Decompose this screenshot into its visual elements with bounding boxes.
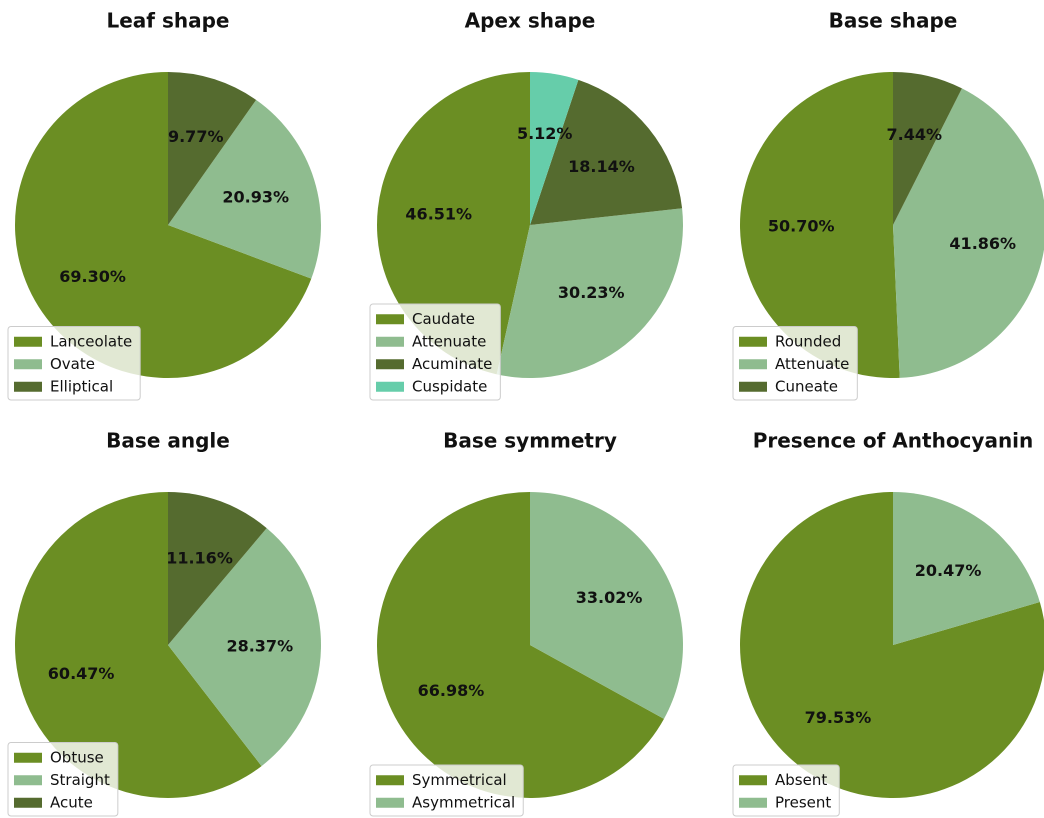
legend-swatch — [376, 336, 404, 347]
legend-swatch — [376, 314, 404, 325]
data-label: 20.47% — [915, 561, 982, 580]
legend — [369, 764, 524, 817]
pie-slice — [893, 492, 1040, 645]
legend-swatch — [14, 359, 42, 370]
pie-slice — [530, 72, 579, 225]
pie-slice — [530, 79, 683, 225]
data-label: 7.44% — [887, 125, 943, 144]
pie-slice — [14, 492, 262, 798]
legend-swatch — [376, 359, 404, 370]
pie-chart: Apex shape 46.51% 30.23% 18.14% 5.12% Caudate… — [369, 9, 684, 401]
legend-swatch — [376, 775, 404, 786]
data-label: 5.12% — [517, 124, 573, 143]
pie-chart: Leaf shape 69.30% 20.93% 9.77% Lanceolate Ova… — [7, 9, 321, 401]
legend-swatch — [739, 775, 767, 786]
pie-slice — [168, 528, 321, 767]
legend-swatch — [14, 752, 42, 763]
chart-title: Base shape — [829, 9, 958, 33]
legend-label: Attenuate — [775, 355, 849, 373]
legend-label: Cuspidate — [412, 377, 487, 395]
legend-swatch — [739, 797, 767, 808]
legend-label: Asymmetrical — [412, 793, 515, 811]
legend-label: Ovate — [50, 355, 95, 373]
pie-slice — [530, 492, 683, 719]
legend-label: Lanceolate — [50, 332, 132, 350]
legend — [369, 303, 501, 401]
legend-label: Acute — [50, 793, 93, 811]
chart-title: Apex shape — [465, 9, 596, 33]
legend-swatch — [739, 359, 767, 370]
legend-label: Obtuse — [50, 748, 104, 766]
legend-swatch — [14, 797, 42, 808]
data-label: 20.93% — [222, 187, 289, 206]
chart-title: Presence of Anthocyanin — [753, 429, 1034, 453]
legend-label: Rounded — [775, 332, 841, 350]
pie-slice — [496, 208, 684, 378]
data-label: 60.47% — [48, 664, 115, 683]
data-label: 11.16% — [166, 548, 233, 567]
legend-label: Present — [775, 793, 831, 811]
data-label: 41.86% — [949, 234, 1016, 253]
legend-swatch — [14, 336, 42, 347]
data-label: 30.23% — [558, 283, 625, 302]
pie-slice — [15, 72, 312, 379]
data-label: 33.02% — [576, 588, 643, 607]
data-label: 9.77% — [168, 127, 224, 146]
pie-chart: Presence of Anthocyanin 79.53% 20.47% Absen… — [732, 429, 1044, 817]
legend-swatch — [376, 797, 404, 808]
legend-label: Attenuate — [412, 332, 486, 350]
pie-chart: Base angle 60.47% 28.37% 11.16% Obtuse Straig… — [7, 429, 321, 817]
data-label: 46.51% — [405, 204, 472, 223]
legend-label: Caudate — [412, 310, 475, 328]
pie-slice — [376, 72, 530, 375]
legend-swatch — [376, 381, 404, 392]
legend-swatch — [739, 336, 767, 347]
legend-label: Symmetrical — [412, 771, 507, 789]
pie-slice — [377, 492, 664, 798]
chart-title: Base symmetry — [443, 429, 617, 453]
data-label: 28.37% — [226, 636, 293, 655]
chart-title: Base angle — [106, 429, 230, 453]
legend-label: Cuneate — [775, 377, 838, 395]
legend-swatch — [14, 381, 42, 392]
pie-slice — [740, 492, 1044, 798]
legend-label: Acuminate — [412, 355, 492, 373]
data-label: 50.70% — [768, 217, 835, 236]
legend-swatch — [14, 775, 42, 786]
pie-chart: Base shape 50.70% 41.86% 7.44% Rounded Attenu… — [732, 9, 1044, 401]
pie-chart: Base symmetry 66.98% 33.02% Symmetrical Asym… — [369, 429, 683, 817]
pie-slice — [893, 88, 1044, 378]
legend-swatch — [739, 381, 767, 392]
chart-title: Leaf shape — [107, 9, 230, 33]
pie-slice — [168, 492, 267, 645]
data-label: 79.53% — [805, 708, 872, 727]
pie-slice — [168, 99, 321, 279]
legend-label: Absent — [775, 771, 827, 789]
legend-label: Elliptical — [50, 377, 113, 395]
pie-slice — [168, 72, 257, 225]
legend-label: Straight — [50, 771, 110, 789]
data-label: 69.30% — [59, 267, 126, 286]
data-label: 66.98% — [418, 681, 485, 700]
pie-slice — [893, 72, 962, 225]
data-label: 18.14% — [568, 157, 635, 176]
pie-slice — [740, 72, 900, 378]
